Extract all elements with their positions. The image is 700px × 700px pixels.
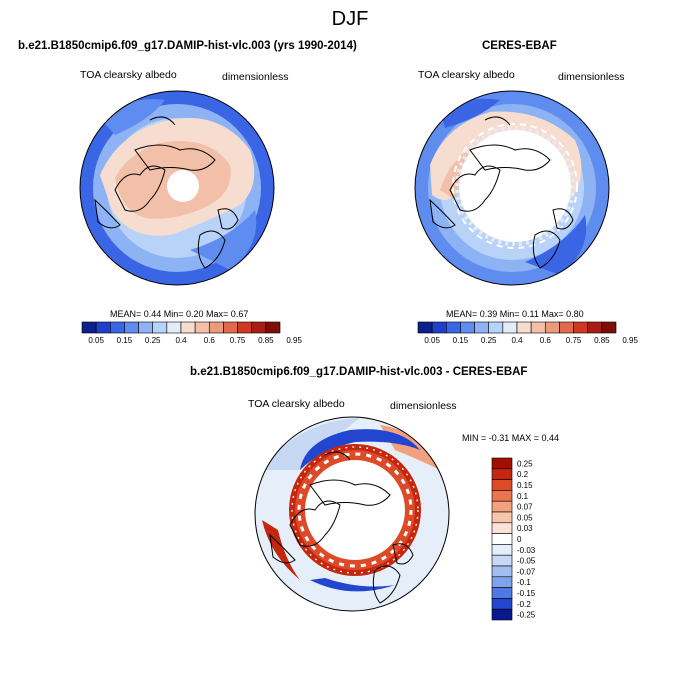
colorbar-diff-swatch [491,544,513,556]
colorbar-obs-swatch [530,321,546,334]
colorbar-model-swatch [265,321,281,334]
units-label-model: dimensionless [222,71,289,83]
colorbar-diff-tick-label: 0 [517,535,522,544]
colorbar-model: 0.05 0.15 0.25 0.4 0.6 0.75 0.85 0.95 [81,321,302,345]
units-label-diff: dimensionless [390,400,457,412]
colorbar-diff-swatch [491,587,513,599]
colorbar-obs-tick-label: 0.75 [566,336,582,345]
polar-map-obs [414,90,610,286]
colorbar-model-swatch [152,321,168,334]
figure-title: DJF [331,8,369,30]
colorbar-diff-swatch [491,457,513,470]
panel-title-diff: b.e21.B1850cmip6.f09_g17.DAMIP-hist-vlc.… [190,366,528,378]
colorbar-model-swatch [124,321,139,334]
colorbar-diff-swatch [491,533,513,545]
colorbar-diff-tick-label: 0.25 [517,459,533,468]
colorbar-obs-swatch [573,321,589,334]
colorbar-diff-tick-label: -0.1 [517,578,531,587]
colorbar-diff-swatch [491,608,513,621]
colorbar-obs-swatch [544,321,560,334]
colorbar-obs-swatch [516,321,532,334]
variable-label-diff: TOA clearsky albedo [248,398,345,410]
colorbar-model-swatch [180,321,196,334]
colorbar-obs-tick-label: 0.4 [511,336,523,345]
colorbar-diff: 0.250.20.150.10.070.050.030-0.03-0.05-0.… [491,457,536,621]
colorbar-diff-swatch [491,479,513,491]
colorbar-model-swatch [194,321,210,334]
colorbar-diff-tick-label: -0.25 [517,611,536,620]
colorbar-diff-tick-label: -0.05 [517,557,536,566]
units-label-obs: dimensionless [558,71,625,83]
colorbar-diff-swatch [491,490,513,502]
colorbar-model-tick-label: 0.95 [286,336,302,345]
colorbar-obs-tick-label: 0.85 [594,336,610,345]
colorbar-diff-swatch [491,576,513,588]
polar-map-model [79,90,275,286]
polar-map-diff [254,416,450,612]
colorbar-model-tick-label: 0.4 [175,336,187,345]
colorbar-model-swatch [223,321,238,334]
colorbar-obs: 0.05 0.15 0.25 0.4 0.6 0.75 0.85 0.95 [417,321,638,345]
colorbar-model-tick-label: 0.05 [88,336,104,345]
colorbar-model-swatch [166,321,182,334]
colorbar-model-swatch [237,321,253,334]
colorbar-diff-swatch [491,598,513,610]
colorbar-diff-swatch [491,554,513,567]
colorbar-diff-swatch [491,565,513,578]
colorbar-diff-tick-label: 0.03 [517,524,533,533]
colorbar-model-tick-label: 0.6 [204,336,216,345]
colorbar-diff-tick-label: 0.05 [517,513,533,522]
colorbar-model-tick-label: 0.25 [145,336,161,345]
colorbar-obs-swatch [431,321,447,334]
colorbar-model-swatch [95,321,111,334]
colorbar-obs-swatch [502,321,518,334]
colorbar-diff-swatch [491,511,513,524]
colorbar-diff-swatch [491,500,513,513]
colorbar-diff-tick-label: -0.2 [517,600,531,609]
colorbar-diff-tick-label: -0.07 [517,567,536,576]
panel-title-obs: CERES-EBAF [482,40,557,52]
colorbar-obs-swatch [587,321,603,334]
stats-model: MEAN= 0.44 Min= 0.20 Max= 0.67 [110,309,249,319]
colorbar-obs-swatch [474,321,490,334]
colorbar-model-swatch [81,321,97,334]
variable-label-obs: TOA clearsky albedo [418,69,515,81]
colorbar-obs-swatch [445,321,461,334]
colorbar-diff-tick-label: 0.2 [517,470,529,479]
colorbar-obs-swatch [559,321,574,334]
colorbar-model-tick-label: 0.75 [230,336,246,345]
colorbar-model-swatch [109,321,125,334]
panel-title-model: b.e21.B1850cmip6.f09_g17.DAMIP-hist-vlc.… [18,40,357,52]
stats-diff: MIN = -0.31 MAX = 0.44 [462,433,560,443]
colorbar-diff-swatch [491,468,513,480]
stats-obs: MEAN= 0.39 Min= 0.11 Max= 0.80 [446,309,584,319]
colorbar-model-tick-label: 0.15 [117,336,133,345]
colorbar-diff-tick-label: -0.03 [517,546,536,555]
colorbar-model-swatch [251,321,267,334]
colorbar-model-swatch [138,321,154,334]
colorbar-obs-swatch [488,321,504,334]
colorbar-obs-tick-label: 0.6 [540,336,552,345]
colorbar-diff-tick-label: 0.15 [517,481,533,490]
colorbar-diff-swatch [491,522,513,534]
colorbar-obs-swatch [601,321,617,334]
colorbar-obs-tick-label: 0.05 [424,336,440,345]
colorbar-obs-tick-label: 0.15 [453,336,469,345]
colorbar-obs-tick-label: 0.95 [622,336,638,345]
colorbar-obs-swatch [460,321,475,334]
colorbar-diff-tick-label: 0.07 [517,503,533,512]
colorbar-obs-tick-label: 0.25 [481,336,497,345]
colorbar-model-tick-label: 0.85 [258,336,274,345]
colorbar-model-swatch [208,321,224,334]
colorbar-diff-tick-label: -0.15 [517,589,536,598]
colorbar-obs-swatch [417,321,433,334]
colorbar-diff-tick-label: 0.1 [517,492,529,501]
variable-label-model: TOA clearsky albedo [80,69,177,81]
